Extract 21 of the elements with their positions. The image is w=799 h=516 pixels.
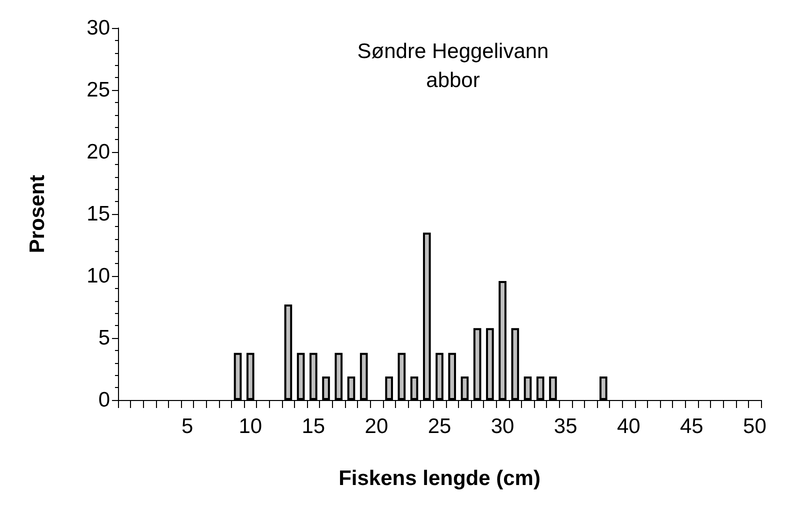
y-tick-label: 15	[86, 202, 110, 226]
x-tick-label: 35	[554, 415, 578, 438]
y-tick-label: 10	[86, 264, 110, 288]
y-tick-label: 25	[86, 78, 110, 102]
x-tick-label: 15	[302, 415, 326, 438]
x-tick-label: 25	[428, 415, 452, 438]
x-tick-label: 20	[364, 415, 388, 438]
y-tick-label: 30	[86, 16, 110, 40]
y-tick-label: 5	[98, 326, 110, 350]
x-axis-title: Fiskens lengde (cm)	[338, 467, 540, 490]
text: abbor	[426, 69, 480, 92]
y-tick-label: 20	[86, 140, 110, 164]
y-tick-label: 0	[98, 388, 110, 412]
text: Søndre Heggelivann	[357, 40, 549, 63]
y-axis-title: Prosent	[26, 174, 49, 254]
x-tick-label: 10	[238, 415, 262, 438]
x-tick-label: 30	[490, 415, 514, 438]
x-tick-label: 45	[680, 415, 704, 438]
x-tick-label: 50	[743, 415, 766, 438]
x-tick-label: 40	[616, 415, 640, 438]
x-tick-label: 5	[182, 415, 194, 438]
